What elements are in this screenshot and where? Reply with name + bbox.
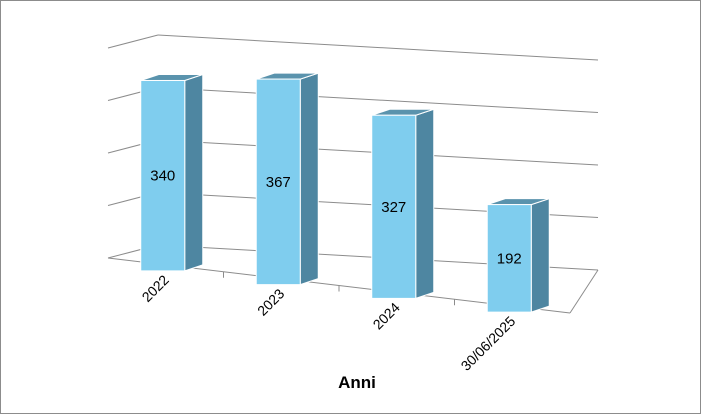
data-label: 192 <box>497 250 522 267</box>
bar-side <box>530 197 550 313</box>
bar <box>255 78 301 286</box>
x-tick-label: 2024 <box>370 299 403 332</box>
gridline <box>157 34 599 61</box>
bar-side <box>415 108 435 300</box>
x-tick-label: 30/06/2025 <box>458 313 519 374</box>
gridline <box>157 87 599 113</box>
bar <box>140 79 186 272</box>
data-label: 367 <box>266 174 291 191</box>
bar-side <box>299 72 319 286</box>
bar-side <box>184 73 204 272</box>
data-label: 327 <box>381 199 406 216</box>
x-tick-label: 2023 <box>254 285 287 318</box>
bar <box>486 204 532 313</box>
x-axis-title: Anni <box>338 373 376 392</box>
x-tick-label: 2022 <box>139 272 172 305</box>
floor-right-edge <box>569 269 599 314</box>
gridline-side <box>107 34 159 49</box>
bar <box>371 114 417 299</box>
data-label: 340 <box>150 168 175 185</box>
